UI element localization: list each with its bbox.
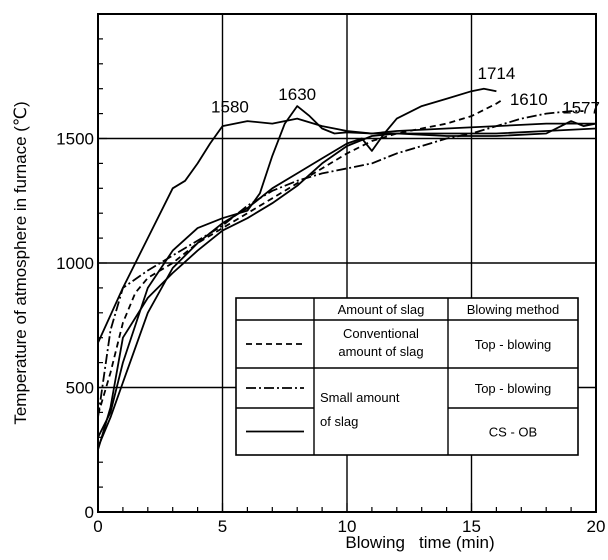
tick-layer: 0 5 10 15 20 0 500 1000 1500 xyxy=(56,13,606,536)
legend: Amount of slag Blowing method Top - blowin… xyxy=(235,297,579,456)
legend-slag-1a: Conventional xyxy=(343,326,419,341)
x-tick-label: 15 xyxy=(462,517,481,536)
y-tick-label: 1000 xyxy=(56,254,94,273)
legend-slag-2b: of slag xyxy=(320,414,358,429)
y-tick-label: 500 xyxy=(66,379,94,398)
peak-label: 1577 xyxy=(562,98,600,117)
legend-slag-2a: Small amount xyxy=(320,390,400,405)
series-line-5 xyxy=(97,87,497,448)
y-tick-label: 0 xyxy=(85,503,94,522)
legend-method-1: Top - blowing xyxy=(475,337,552,352)
peak-label: 1714 xyxy=(477,64,515,83)
series-line-6 xyxy=(97,120,597,451)
legend-slag-1b: amount of slag xyxy=(338,344,423,359)
x-tick-label: 20 xyxy=(587,517,606,536)
legend-box xyxy=(235,297,579,456)
x-axis-label: Blowing time (min) xyxy=(345,533,494,552)
peak-label: 1580 xyxy=(211,98,249,117)
x-tick-label: 10 xyxy=(338,517,357,536)
series-line-3 xyxy=(97,117,597,344)
series-line-4 xyxy=(97,105,596,438)
annotation-layer: 1580 1630 1714 1610 1577 xyxy=(211,64,600,117)
peak-label: 1630 xyxy=(278,85,316,104)
peak-label: 1610 xyxy=(510,90,548,109)
y-tick-label: 1500 xyxy=(56,130,94,149)
series-layer xyxy=(97,87,597,451)
legend-method-3: CS - OB xyxy=(489,425,537,440)
legend-header-slag: Amount of slag xyxy=(338,302,425,317)
series-line-1 xyxy=(97,97,505,416)
x-tick-label: 5 xyxy=(218,517,227,536)
x-tick-label: 0 xyxy=(93,517,102,536)
legend-header-method: Blowing method xyxy=(467,302,560,317)
y-axis-label: Temperature of atmosphere in furnace (℃) xyxy=(11,101,30,424)
legend-method-2: Top - blowing xyxy=(475,381,552,396)
